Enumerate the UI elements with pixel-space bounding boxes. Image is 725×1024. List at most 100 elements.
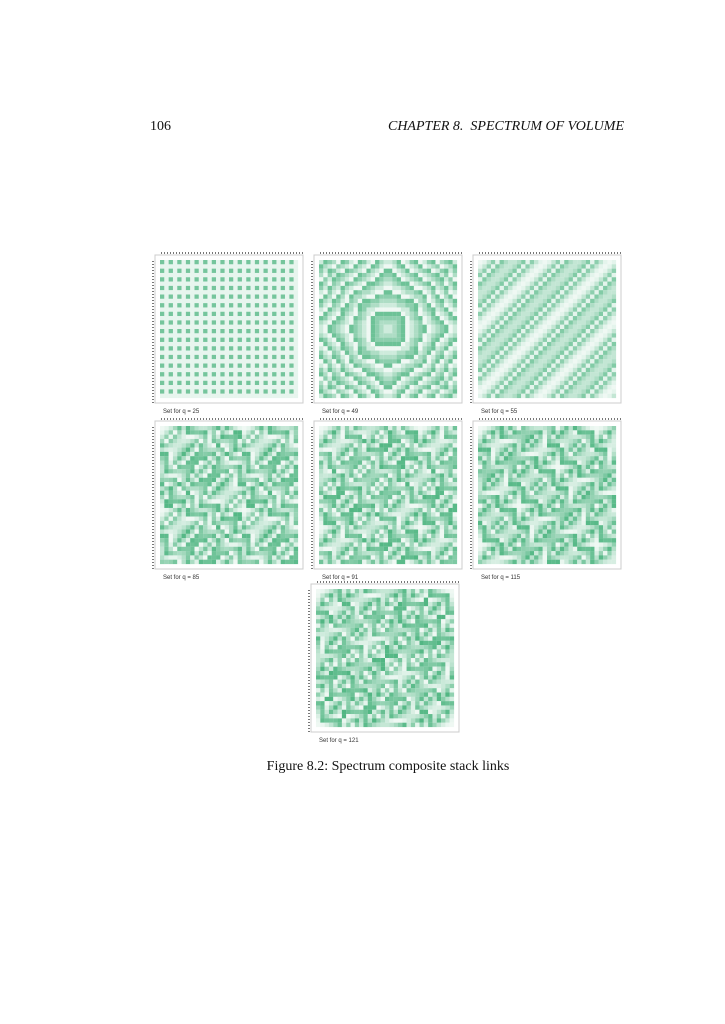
- pattern-cell: [431, 438, 436, 444]
- pattern-cell: [564, 341, 569, 347]
- pattern-cell: [203, 367, 208, 373]
- pattern-cell: [241, 486, 247, 491]
- pattern-cell: [246, 329, 251, 334]
- pattern-cell: [293, 363, 299, 368]
- pattern-cell: [353, 316, 358, 321]
- pattern-cell: [529, 354, 535, 360]
- pattern-cell: [353, 329, 358, 334]
- pattern-cell: [400, 290, 406, 295]
- pattern-cell: [379, 307, 384, 312]
- pattern-cell: [237, 367, 243, 373]
- pattern-cell: [340, 443, 345, 448]
- pattern-cell: [229, 389, 234, 394]
- pattern-cell: [452, 294, 458, 299]
- pattern-cell: [185, 473, 191, 478]
- pattern-cell: [289, 495, 294, 500]
- pattern-cell: [366, 264, 371, 269]
- pattern-cell: [203, 380, 208, 386]
- pattern-cell: [439, 333, 445, 338]
- pattern-cell: [224, 307, 230, 312]
- pattern-cell: [375, 482, 380, 487]
- pattern-cell: [426, 316, 432, 321]
- pattern-cell: [490, 346, 496, 351]
- pattern-cell: [405, 354, 410, 360]
- pattern-cell: [572, 341, 578, 347]
- pattern-cell: [555, 376, 561, 381]
- pattern-cell: [409, 456, 414, 461]
- pattern-cell: [340, 451, 345, 457]
- pattern-cell: [276, 385, 281, 390]
- pattern-cell: [512, 311, 517, 317]
- pattern-cell: [172, 329, 178, 334]
- pattern-cell: [349, 434, 354, 440]
- pattern-cell: [379, 555, 384, 560]
- pattern-cell: [448, 294, 453, 299]
- pattern-cell: [413, 385, 419, 390]
- pattern-cell: [168, 290, 174, 295]
- pattern-cell: [267, 372, 273, 377]
- pattern-cell: [452, 285, 458, 291]
- pattern-cell: [594, 376, 599, 381]
- pattern-cell: [323, 434, 328, 440]
- pattern-cell: [344, 354, 350, 360]
- pattern-cell: [564, 290, 569, 295]
- pattern-cell: [164, 438, 169, 444]
- pattern-cell: [172, 350, 178, 355]
- pattern-cell: [418, 533, 423, 539]
- pattern-cell: [413, 324, 419, 330]
- pattern-cell: [220, 503, 225, 509]
- pattern-cell: [250, 555, 255, 560]
- pattern-cell: [388, 559, 393, 565]
- pattern-cell: [203, 337, 208, 343]
- pattern-cell: [241, 277, 247, 282]
- pattern-cell: [198, 298, 204, 304]
- pattern-cell: [198, 264, 204, 269]
- pattern-cell: [276, 469, 281, 474]
- pattern-cell: [448, 316, 453, 321]
- pattern-cell: [164, 533, 169, 539]
- pattern-cell: [344, 430, 350, 435]
- pattern-cell: [259, 464, 264, 470]
- pattern-cell: [323, 329, 328, 334]
- pattern-cell: [362, 447, 367, 452]
- pattern-cell: [525, 316, 530, 321]
- pattern-cell: [512, 354, 517, 360]
- pattern-cell: [259, 495, 264, 500]
- pattern-cell: [181, 456, 186, 461]
- pattern-cell: [259, 372, 264, 377]
- pattern-cell: [366, 520, 371, 526]
- pattern-cell: [388, 473, 393, 478]
- pattern-cell: [529, 303, 535, 308]
- pattern-cell: [422, 456, 427, 461]
- pattern-cell: [289, 359, 294, 364]
- pattern-cell: [224, 372, 230, 377]
- pattern-cell: [259, 393, 264, 399]
- pattern-cell: [185, 385, 191, 390]
- pattern-cell: [603, 385, 608, 390]
- pattern-cell: [611, 354, 617, 360]
- pattern-cell: [370, 337, 376, 343]
- pattern-cell: [353, 473, 358, 478]
- pattern-cell: [362, 354, 367, 360]
- pattern-cell: [203, 298, 208, 304]
- pattern-cell: [431, 290, 436, 295]
- pattern-cell: [276, 451, 281, 457]
- pattern-cell: [525, 285, 530, 291]
- pattern-cell: [250, 546, 255, 552]
- pattern-cell: [490, 329, 496, 334]
- pattern-cell: [392, 542, 397, 547]
- pattern-cell: [585, 290, 591, 295]
- pattern-cell: [551, 393, 556, 399]
- pattern-cell: [276, 533, 281, 539]
- pattern-cell: [164, 473, 169, 478]
- pattern-cell: [211, 525, 217, 530]
- pattern-cell: [216, 320, 221, 325]
- pattern-cell: [250, 512, 255, 517]
- pattern-cell: [444, 281, 449, 286]
- pattern-cell: [181, 303, 186, 308]
- pattern-cell: [490, 337, 496, 343]
- pattern-cell: [203, 503, 208, 509]
- pattern-cell: [375, 320, 380, 325]
- pattern-cell: [327, 298, 333, 304]
- pattern-cell: [331, 346, 337, 351]
